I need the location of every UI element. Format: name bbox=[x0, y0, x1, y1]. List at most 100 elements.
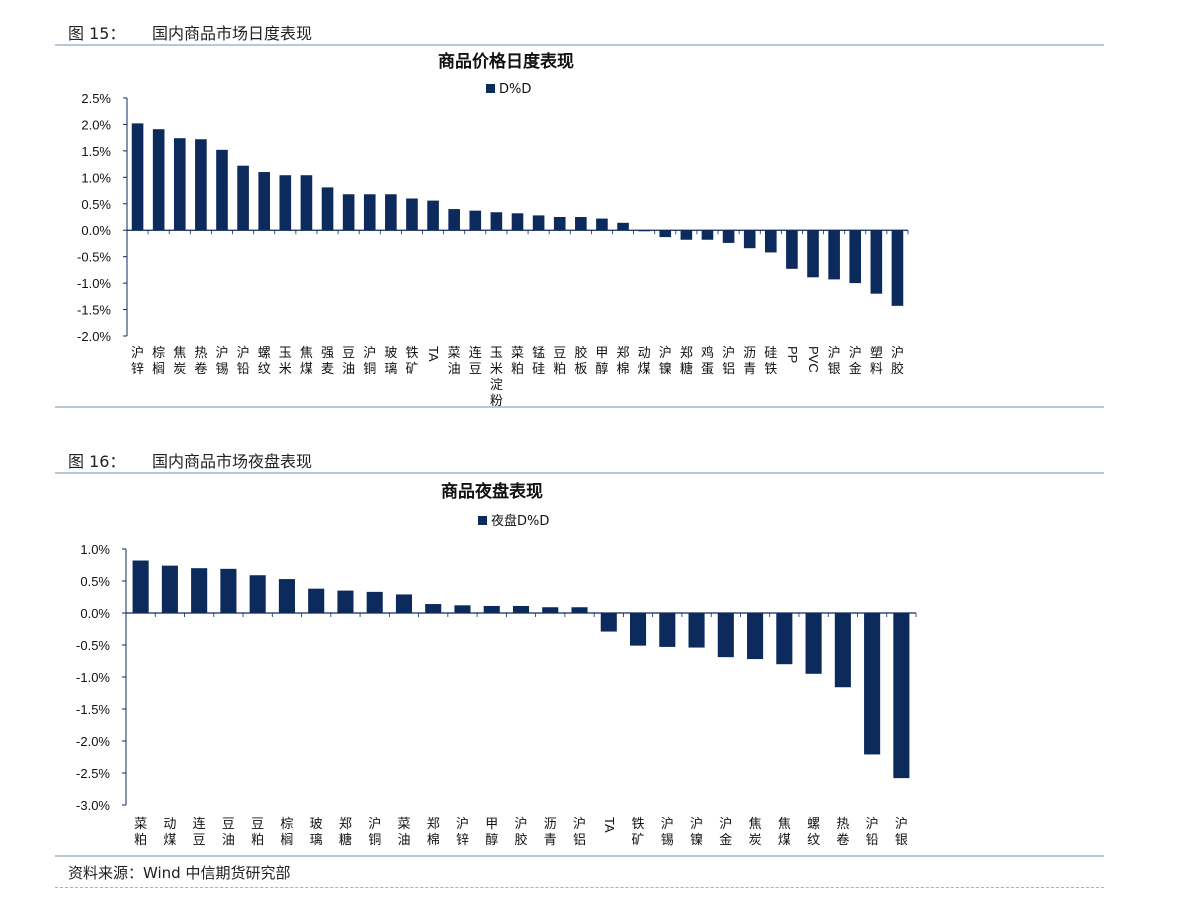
y-tick-label: -1.0% bbox=[77, 276, 111, 291]
bar-PP bbox=[786, 230, 798, 269]
bar-硅铁 bbox=[764, 230, 777, 253]
bar-玉米 bbox=[279, 175, 292, 231]
y-tick-label: 0.0% bbox=[81, 223, 111, 238]
x-tick-label: 豆油 bbox=[222, 817, 235, 848]
legend-swatch bbox=[478, 516, 487, 525]
bar-沪锡 bbox=[659, 613, 676, 647]
x-tick-label: 甲醇 bbox=[485, 817, 498, 848]
x-tick-label: 沪锌 bbox=[131, 345, 144, 377]
bar-PVC bbox=[807, 230, 819, 278]
legend-swatch bbox=[486, 84, 495, 93]
x-tick-label: 玉米 bbox=[279, 346, 292, 377]
bar-菜油 bbox=[395, 594, 413, 613]
bar-螺纹 bbox=[258, 172, 271, 231]
x-tick-label: 铁矿 bbox=[405, 346, 418, 377]
figure-15-bottom-rule bbox=[55, 406, 1104, 408]
chart-title: 商品价格日度表现 bbox=[438, 51, 574, 72]
figure-16-title: 国内商品市场夜盘表现 bbox=[152, 452, 313, 471]
bar-沪银 bbox=[893, 613, 910, 779]
bar-胶板 bbox=[575, 217, 587, 231]
x-tick-label: 棕榈 bbox=[280, 817, 293, 848]
x-tick-label: 沪胶 bbox=[514, 816, 527, 848]
bar-TA bbox=[427, 200, 439, 231]
bar-沪胶 bbox=[512, 605, 530, 613]
bar-沪铜 bbox=[363, 194, 376, 231]
x-tick-label: 铁矿 bbox=[632, 817, 645, 848]
bar-塑料 bbox=[870, 230, 883, 294]
bar-沪金 bbox=[849, 230, 862, 284]
x-tick-label: 热卷 bbox=[836, 817, 849, 848]
x-tick-label: 甲醇 bbox=[595, 346, 608, 377]
bar-甲醇 bbox=[596, 218, 608, 231]
bar-郑棉 bbox=[617, 222, 629, 231]
x-tick-label: 连豆 bbox=[193, 816, 206, 848]
bar-沪铝 bbox=[722, 230, 735, 243]
daily-performance-chart: 商品价格日度表现 D%D 2.5% 2.0% 1.5% 1.0% 0.5% 0.0% -0.5%… bbox=[77, 51, 909, 406]
y-tick-label: -1.5% bbox=[76, 702, 110, 717]
bar-焦炭 bbox=[747, 613, 764, 660]
bar-沪镍 bbox=[659, 230, 672, 238]
bar-沪铅 bbox=[864, 613, 881, 755]
bar-沪铜 bbox=[366, 591, 383, 613]
x-tick-label: 塑料 bbox=[870, 346, 883, 377]
y-tick-label: 0.0% bbox=[80, 606, 110, 621]
bar-鸡蛋 bbox=[701, 230, 714, 240]
x-tick-label: 沪锡 bbox=[215, 345, 228, 377]
bar-甲醇 bbox=[483, 605, 500, 613]
x-tick-label: PP bbox=[785, 346, 800, 363]
bar-棕榈 bbox=[152, 129, 165, 231]
bar-沪镍 bbox=[688, 613, 705, 648]
x-tick-label: 郑糖 bbox=[680, 346, 693, 377]
y-tick-label: 2.5% bbox=[81, 91, 111, 106]
x-tick-label: 鸡蛋 bbox=[701, 345, 714, 377]
y-tick-label: -2.0% bbox=[76, 734, 110, 749]
x-tick-label: 焦煤 bbox=[300, 346, 313, 377]
bar-强麦 bbox=[321, 187, 334, 231]
bar-豆油 bbox=[342, 194, 355, 231]
y-tick-label: 1.5% bbox=[81, 144, 111, 159]
source-note: 资料来源：Wind 中信期货研究部 bbox=[68, 864, 291, 882]
x-tick-label: 动煤 bbox=[638, 346, 651, 377]
x-tick-label: 沪金 bbox=[849, 345, 862, 377]
x-tick-label: 菜粕 bbox=[134, 817, 147, 848]
x-tick-label: 锰硅 bbox=[532, 346, 545, 377]
figure-16-label: 图 16： bbox=[68, 452, 126, 471]
y-tick-label: -2.0% bbox=[77, 329, 111, 344]
x-tick-label: 沪锌 bbox=[456, 816, 469, 848]
bar-菜粕 bbox=[132, 560, 149, 613]
bar-玉米淀粉 bbox=[490, 212, 503, 231]
bar-沪金 bbox=[717, 613, 734, 658]
y-tick-label: -2.5% bbox=[76, 766, 110, 781]
x-tick-label: 胶板 bbox=[574, 345, 587, 377]
x-tick-label: 硅铁 bbox=[764, 346, 777, 377]
bar-连豆 bbox=[469, 210, 482, 231]
y-tick-label: 1.0% bbox=[80, 542, 110, 557]
bar-TA bbox=[600, 613, 617, 632]
figure-16-top-rule bbox=[55, 472, 1104, 474]
bar-豆粕 bbox=[553, 217, 566, 231]
y-tick-label: 0.5% bbox=[81, 197, 111, 212]
legend-label: 夜盘D%D bbox=[491, 513, 549, 529]
x-tick-label: TA bbox=[602, 817, 617, 833]
bar-沪锌 bbox=[131, 123, 144, 231]
bar-热卷 bbox=[195, 139, 207, 231]
bar-动煤 bbox=[161, 565, 178, 613]
x-tick-label: 沪银 bbox=[828, 345, 841, 377]
x-tick-label: 郑棉 bbox=[617, 346, 630, 377]
bar-连豆 bbox=[191, 568, 208, 613]
bar-郑棉 bbox=[425, 604, 442, 613]
figure-15-title: 国内商品市场日度表现 bbox=[152, 24, 313, 43]
bar-玻璃 bbox=[385, 194, 397, 231]
figure-15-header: 图 15： 国内商品市场日度表现 bbox=[68, 20, 312, 44]
x-tick-label: 沪锡 bbox=[661, 816, 674, 848]
bar-沪锌 bbox=[454, 605, 471, 613]
x-tick-label: 豆油 bbox=[342, 346, 355, 377]
x-tick-label: 棕榈 bbox=[152, 346, 165, 377]
y-tick-label: -0.5% bbox=[76, 638, 110, 653]
x-tick-label: 郑糖 bbox=[339, 817, 352, 848]
bar-焦煤 bbox=[776, 613, 793, 665]
x-tick-label: 沥青 bbox=[743, 346, 756, 377]
x-tick-label: 豆粕 bbox=[251, 817, 264, 848]
bar-沥青 bbox=[542, 607, 559, 613]
